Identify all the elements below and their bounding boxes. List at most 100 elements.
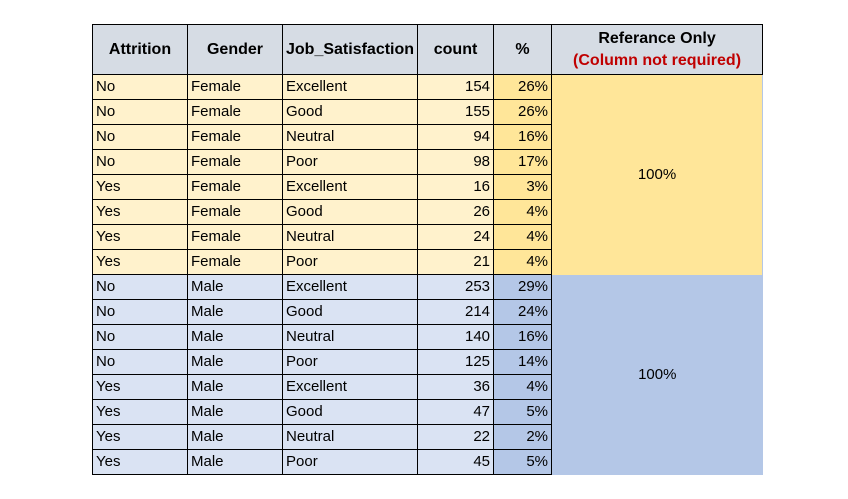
table-row: Yes Female Good 26 4% (92, 199, 763, 225)
cell-job-satisfaction: Good (281, 299, 419, 325)
cell-count: 24 (417, 224, 495, 250)
cell-job-satisfaction: Neutral (281, 324, 419, 350)
reference-title: Referance Only (598, 29, 716, 47)
table-row: No Male Poor 125 14% (92, 349, 763, 375)
cell-percent: 5% (493, 449, 553, 475)
cell-job-satisfaction: Good (281, 199, 419, 225)
cell-job-satisfaction: Poor (281, 449, 419, 475)
table-row: Yes Male Good 47 5% (92, 399, 763, 425)
table-row: No Female Good 155 26% (92, 99, 763, 125)
table-row: Yes Female Neutral 24 4% (92, 224, 763, 250)
cell-attrition: Yes (92, 399, 188, 425)
cell-gender: Male (187, 399, 283, 425)
cell-job-satisfaction: Neutral (281, 124, 419, 150)
cell-count: 155 (417, 99, 495, 125)
header-gender: Gender (187, 24, 283, 75)
header-job-satisfaction: Job_Satisfaction (281, 24, 419, 75)
header-reference: Referance Only (Column not required) (551, 24, 764, 75)
table-row: Yes Female Excellent 16 3% (92, 174, 763, 200)
reference-female-total: 100% (551, 74, 764, 275)
cell-count: 45 (417, 449, 495, 475)
cell-job-satisfaction: Good (281, 99, 419, 125)
cell-count: 16 (417, 174, 495, 200)
cell-job-satisfaction: Excellent (281, 174, 419, 200)
table-row: Yes Male Poor 45 5% (92, 449, 763, 475)
cell-attrition: No (92, 299, 188, 325)
cell-attrition: Yes (92, 199, 188, 225)
cell-job-satisfaction: Poor (281, 149, 419, 175)
cell-job-satisfaction: Poor (281, 249, 419, 275)
cell-percent: 2% (493, 424, 553, 450)
attrition-table-container: Attrition Gender Job_Satisfaction count … (92, 24, 764, 475)
cell-attrition: Yes (92, 449, 188, 475)
cell-attrition: Yes (92, 374, 188, 400)
cell-percent: 17% (493, 149, 553, 175)
cell-count: 22 (417, 424, 495, 450)
header-count: count (417, 24, 495, 75)
cell-percent: 29% (493, 274, 553, 300)
cell-percent: 26% (493, 74, 553, 100)
cell-gender: Male (187, 449, 283, 475)
cell-percent: 5% (493, 399, 553, 425)
cell-attrition: Yes (92, 249, 188, 275)
cell-attrition: Yes (92, 174, 188, 200)
cell-count: 214 (417, 299, 495, 325)
table-row: No Male Excellent 253 29% 100% (92, 274, 763, 475)
cell-count: 36 (417, 374, 495, 400)
cell-gender: Male (187, 299, 283, 325)
cell-gender: Female (187, 249, 283, 275)
cell-count: 47 (417, 399, 495, 425)
header-attrition: Attrition (92, 24, 188, 75)
cell-percent: 3% (493, 174, 553, 200)
cell-job-satisfaction: Excellent (281, 74, 419, 100)
cell-attrition: No (92, 74, 188, 100)
cell-gender: Male (187, 324, 283, 350)
cell-gender: Female (187, 149, 283, 175)
cell-count: 140 (417, 324, 495, 350)
table-row: No Female Excellent 154 26% 100% (92, 74, 764, 275)
cell-gender: Male (187, 274, 283, 300)
header-percent: % (493, 24, 553, 75)
cell-attrition: No (92, 149, 188, 175)
cell-attrition: No (92, 124, 188, 150)
cell-gender: Female (187, 224, 283, 250)
cell-attrition: Yes (92, 424, 188, 450)
cell-gender: Male (187, 424, 283, 450)
cell-percent: 16% (493, 324, 553, 350)
cell-percent: 24% (493, 299, 553, 325)
cell-count: 26 (417, 199, 495, 225)
table-row: No Female Neutral 94 16% (92, 124, 763, 150)
cell-percent: 4% (493, 224, 553, 250)
table-row: No Male Good 214 24% (92, 299, 763, 325)
cell-gender: Male (187, 374, 283, 400)
cell-gender: Female (187, 74, 283, 100)
reference-note: (Column not required) (573, 51, 742, 69)
cell-attrition: No (92, 349, 188, 375)
table-row: Yes Male Excellent 36 4% (92, 374, 763, 400)
cell-gender: Female (187, 124, 283, 150)
cell-job-satisfaction: Neutral (281, 224, 419, 250)
cell-attrition: No (92, 274, 188, 300)
cell-count: 253 (417, 274, 495, 300)
cell-job-satisfaction: Excellent (281, 274, 419, 300)
cell-gender: Female (187, 99, 283, 125)
cell-percent: 16% (493, 124, 553, 150)
cell-count: 21 (417, 249, 495, 275)
cell-count: 125 (417, 349, 495, 375)
cell-count: 98 (417, 149, 495, 175)
cell-job-satisfaction: Poor (281, 349, 419, 375)
cell-percent: 4% (493, 199, 553, 225)
cell-percent: 26% (493, 99, 553, 125)
cell-job-satisfaction: Excellent (281, 374, 419, 400)
cell-percent: 4% (493, 374, 553, 400)
cell-attrition: Yes (92, 224, 188, 250)
cell-attrition: No (92, 324, 188, 350)
cell-percent: 14% (493, 349, 553, 375)
table-row: Yes Male Neutral 22 2% (92, 424, 763, 450)
cell-attrition: No (92, 99, 188, 125)
table-row: Yes Female Poor 21 4% (92, 249, 763, 275)
cell-count: 94 (417, 124, 495, 150)
cell-percent: 4% (493, 249, 553, 275)
table-row: No Female Poor 98 17% (92, 149, 763, 175)
cell-job-satisfaction: Neutral (281, 424, 419, 450)
